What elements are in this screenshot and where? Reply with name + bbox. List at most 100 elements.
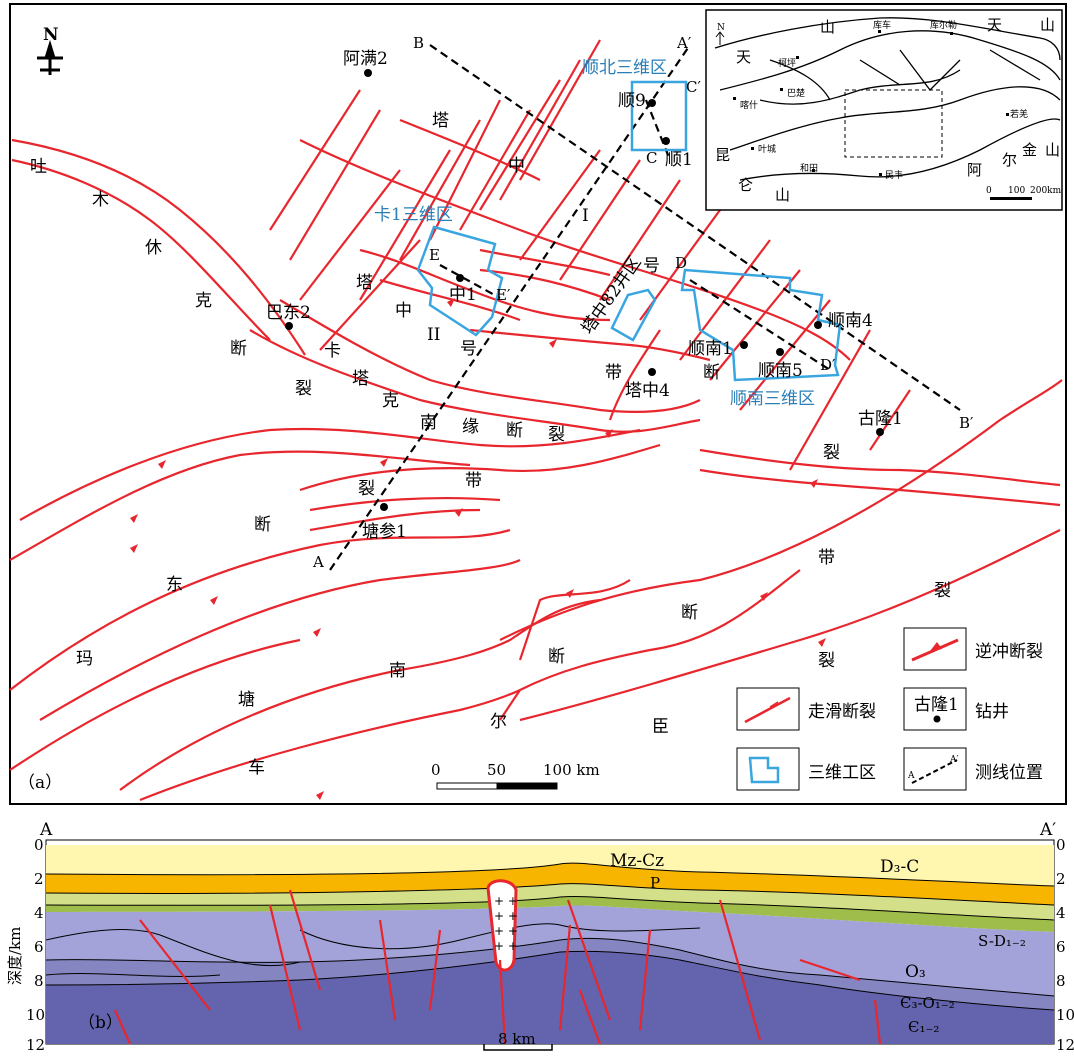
svg-text:巴楚: 巴楚	[787, 87, 805, 99]
svg-text:民丰: 民丰	[885, 169, 903, 181]
svg-text:N: N	[43, 25, 59, 45]
svg-text:号: 号	[460, 339, 477, 359]
svg-text:12: 12	[26, 1036, 45, 1054]
svg-text:测线位置: 测线位置	[975, 763, 1043, 783]
svg-text:喀什: 喀什	[740, 99, 758, 111]
svg-text:断: 断	[230, 339, 247, 359]
svg-text:10: 10	[26, 1006, 45, 1024]
well-label: 塘参1	[362, 522, 407, 542]
cross-section: + ++ ++ ++ + Mz-Cz P D₃-C S-D₁₋₂ O₃ Є₃-O…	[6, 820, 1074, 1054]
svg-text:缘: 缘	[462, 417, 479, 437]
svg-text:钻井: 钻井	[975, 702, 1009, 722]
svg-text:II: II	[427, 325, 440, 345]
svg-text:2: 2	[34, 870, 44, 888]
svg-text:B′: B′	[959, 414, 974, 432]
svg-text:4: 4	[34, 904, 44, 922]
svg-text:裂: 裂	[548, 425, 565, 445]
legend: 逆冲断裂 走滑断裂 古隆1 钻井 三维工区 A A′ 测线位置	[736, 627, 1043, 791]
svg-text:中: 中	[395, 301, 412, 321]
svg-text:Mz-Cz: Mz-Cz	[610, 851, 664, 871]
svg-text:断: 断	[681, 603, 698, 623]
svg-text:若羌: 若羌	[1010, 108, 1028, 120]
svg-text:裂: 裂	[823, 443, 840, 463]
svg-text:克: 克	[195, 291, 212, 311]
svg-text:卡: 卡	[324, 341, 341, 361]
svg-text:100 km: 100 km	[543, 761, 600, 779]
svg-text:裂: 裂	[934, 581, 951, 601]
svg-text:P: P	[650, 874, 660, 892]
svg-text:玛: 玛	[76, 649, 93, 669]
svg-text:0: 0	[34, 836, 44, 854]
svg-text:克: 克	[382, 391, 399, 411]
svg-text:6: 6	[1056, 938, 1066, 956]
svg-text:8: 8	[1056, 972, 1066, 990]
svg-text:裂: 裂	[818, 651, 835, 671]
north-arrow-icon: N	[37, 25, 63, 75]
svg-text:10: 10	[1056, 1006, 1074, 1024]
svg-text:6: 6	[34, 938, 44, 956]
svg-text:断: 断	[548, 647, 565, 667]
well-label: 巴东2	[266, 303, 311, 323]
svg-text:逆冲断裂: 逆冲断裂	[975, 642, 1043, 662]
well-label: 塔中4	[625, 381, 670, 401]
svg-text:A: A	[312, 553, 324, 571]
svg-text:库尔勒: 库尔勒	[930, 19, 957, 31]
svg-text:I: I	[582, 206, 589, 226]
svg-text:臣: 臣	[652, 717, 669, 737]
svg-text:尔: 尔	[490, 712, 507, 732]
svg-text:三维工区: 三维工区	[808, 763, 876, 783]
svg-text:尔: 尔	[1002, 151, 1017, 169]
well-labels: 阿满2 顺9 顺1 中1 巴东2 塔中4 顺南1 顺南5 顺南4 古隆1 塘参1	[266, 49, 903, 542]
svg-text:N: N	[717, 23, 725, 33]
svg-text:+ +: + +	[494, 894, 518, 908]
svg-text:塘: 塘	[238, 690, 255, 710]
well-label: 阿满2	[343, 49, 388, 69]
svg-text:叶城: 叶城	[758, 144, 776, 155]
panel-label-a: （a）	[18, 773, 62, 793]
svg-text:（b）: （b）	[78, 1013, 123, 1033]
svg-text:Є₃-O₁₋₂: Є₃-O₁₋₂	[900, 994, 955, 1012]
svg-text:卡1三维区: 卡1三维区	[374, 205, 453, 225]
svg-text:吐: 吐	[30, 157, 47, 177]
svg-text:带: 带	[818, 548, 835, 568]
svg-text:塔: 塔	[352, 369, 369, 389]
svg-text:天: 天	[736, 48, 751, 66]
svg-text:库车: 库车	[873, 19, 891, 31]
svg-text:号: 号	[643, 256, 660, 276]
svg-text:塔: 塔	[356, 273, 373, 293]
survey-areas	[416, 80, 842, 382]
svg-text:断: 断	[703, 363, 720, 383]
well-label: 古隆1	[858, 409, 903, 429]
svg-text:东: 东	[166, 575, 183, 595]
svg-text:断: 断	[506, 421, 523, 441]
svg-text:2: 2	[1056, 870, 1066, 888]
svg-text:B: B	[413, 34, 424, 52]
well-label: 顺南4	[828, 311, 873, 331]
line-labels: A A′ B B′ C C′ D D′ E E′	[312, 34, 974, 571]
svg-text:阿: 阿	[967, 161, 982, 179]
thrust-teeth	[130, 298, 826, 800]
svg-text:+ +: + +	[494, 924, 518, 938]
svg-text:8 km: 8 km	[498, 1030, 536, 1048]
fault-network	[9, 39, 1063, 802]
svg-text:柯坪: 柯坪	[778, 57, 796, 69]
svg-text:0: 0	[1056, 836, 1066, 854]
inset-map: 天 山 库车 库尔勒 天 山 柯坪 巴楚 喀什 昆 叶城 仑 和田 山 民丰 若…	[705, 9, 1063, 211]
svg-text:E: E	[429, 246, 440, 264]
svg-text:C′: C′	[686, 78, 701, 96]
svg-text:木: 木	[92, 190, 109, 210]
svg-text:断: 断	[254, 515, 271, 535]
svg-text:裂: 裂	[295, 379, 312, 399]
well-label: 中1	[449, 285, 477, 305]
svg-text:O₃: O₃	[905, 962, 926, 982]
svg-text:200km: 200km	[1030, 186, 1062, 196]
svg-text:山: 山	[820, 18, 835, 36]
svg-text:休: 休	[145, 238, 162, 258]
svg-text:D′: D′	[820, 356, 836, 374]
well-label: 顺9	[618, 91, 646, 111]
svg-text:100: 100	[1008, 186, 1025, 196]
svg-text:中: 中	[508, 156, 525, 176]
svg-text:A′: A′	[949, 755, 959, 765]
svg-text:A′: A′	[1039, 820, 1056, 840]
svg-text:顺南三维区: 顺南三维区	[730, 389, 815, 409]
